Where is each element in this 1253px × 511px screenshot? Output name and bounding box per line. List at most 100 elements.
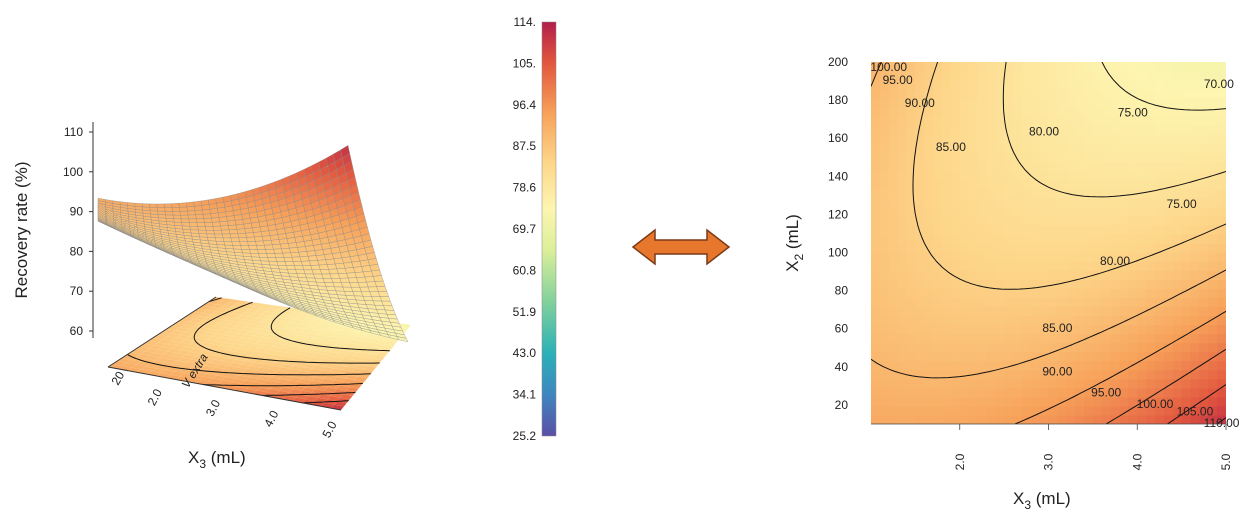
floor-cell (257, 322, 270, 327)
contour-cell (1181, 297, 1192, 307)
contour-cell (879, 233, 890, 244)
contour-cell (1119, 243, 1129, 253)
contour-cell (1039, 369, 1050, 380)
floor-cell (201, 365, 215, 371)
contour-cell (1190, 170, 1200, 181)
contour-cell (1066, 215, 1076, 226)
floor-cell (192, 323, 206, 328)
floor-cell (237, 337, 251, 343)
contour-cell (888, 306, 899, 316)
contour-cell (879, 333, 890, 344)
contour-cell (888, 233, 899, 244)
contour-cell (1128, 324, 1138, 335)
contour-cell (959, 152, 970, 163)
contour-cell (1208, 351, 1218, 362)
floor-cell (179, 324, 193, 329)
floor-cell (298, 320, 311, 326)
contour-lines (871, 62, 1226, 424)
contour-cell (1137, 170, 1147, 181)
contour-cell (1155, 297, 1165, 307)
contour-cell (906, 297, 916, 307)
floor-cell (175, 342, 190, 347)
contour-cell (1110, 405, 1121, 416)
contour-cell (1021, 206, 1032, 217)
contour-cell (1137, 306, 1147, 316)
contour-cell (933, 342, 943, 353)
contour-cell (1101, 396, 1112, 407)
floor-cell (184, 370, 198, 376)
surface-cell (269, 234, 280, 241)
contour-cell (1172, 116, 1183, 126)
floor-cell (364, 354, 376, 359)
contour-cell (995, 279, 1005, 289)
contour-cell (1101, 405, 1112, 416)
contour-cell (1013, 89, 1023, 99)
contour-cell (950, 206, 961, 217)
contour-cell (1199, 224, 1209, 235)
z-tick-label: 60 (70, 324, 84, 338)
contour-cell (1048, 414, 1058, 424)
contour-cell (1181, 89, 1192, 99)
contour-cell (1039, 360, 1050, 371)
contour-cell (1181, 215, 1192, 226)
contour-cell (1048, 80, 1058, 90)
floor-cell (254, 332, 267, 338)
contour-cell (1075, 71, 1085, 81)
contour-cell (968, 333, 979, 344)
contour-cell (1057, 306, 1067, 316)
contour-cell (1013, 261, 1023, 271)
surface-cell (329, 273, 341, 279)
contour-cell (1137, 288, 1147, 298)
floor-cell (290, 319, 303, 324)
floor-cell (252, 351, 266, 357)
contour-cell (1084, 116, 1094, 126)
contour-cell (950, 197, 961, 208)
contour-cell (1075, 80, 1085, 90)
contour-cell (1146, 224, 1156, 235)
contour-cell (1190, 279, 1200, 289)
contour-cell (977, 116, 987, 126)
contour-cell (1075, 315, 1085, 326)
contour-cell (959, 134, 970, 145)
contour-cell (1217, 297, 1226, 307)
contour-cell (1048, 89, 1058, 99)
floor-cell (265, 349, 278, 355)
contour-label: 95.00 (883, 73, 913, 87)
surface-cell (149, 203, 158, 208)
floor-cell (265, 369, 279, 374)
contour-cell (1181, 360, 1192, 371)
contour-cell (1013, 279, 1023, 289)
contour-cell (924, 215, 934, 226)
surface-cell (164, 207, 173, 212)
contour-cell (871, 116, 881, 126)
surface-cell (241, 249, 251, 254)
surface-cell (157, 207, 166, 212)
floor-cell (295, 323, 308, 329)
contour-cell (959, 170, 970, 181)
contour-cell (1021, 98, 1032, 108)
floor-cell (197, 312, 211, 318)
contour-cell (968, 71, 979, 81)
floor-cell (304, 352, 317, 358)
floor-cell (248, 320, 262, 326)
floor-cell (321, 378, 334, 384)
contour-cell (1208, 315, 1218, 326)
contour-cell (1092, 206, 1103, 217)
floor-contour-line (193, 301, 380, 364)
contour-cell (986, 116, 996, 126)
contour-cell (986, 179, 996, 190)
floor-cell (215, 301, 228, 306)
contour-cell (1092, 324, 1103, 335)
surface-cell (318, 264, 329, 270)
contour-cell (1092, 71, 1103, 81)
contour-cell (1039, 261, 1050, 271)
surface-cell (276, 261, 287, 266)
floor-cell (201, 324, 215, 329)
contour-cell (1057, 98, 1067, 108)
contour-cell (1155, 324, 1165, 335)
floor-cell (256, 307, 269, 312)
contour-cell (1013, 215, 1023, 226)
contour-cell (986, 215, 996, 226)
y-tick-label: 140 (828, 169, 848, 183)
contour-cell (1048, 143, 1058, 154)
